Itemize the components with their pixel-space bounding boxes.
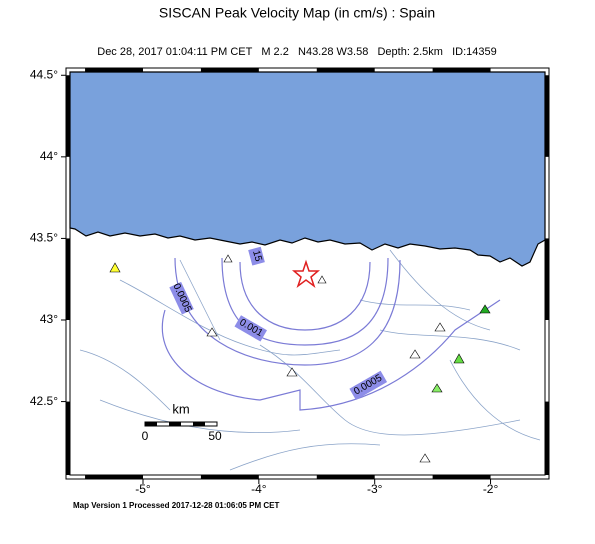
sea: [69, 71, 546, 267]
frame-stripe: [66, 238, 70, 320]
frame-stripe: [66, 401, 70, 475]
scale-bar: km 0 50: [142, 401, 222, 443]
frame-stripe: [66, 75, 70, 157]
scale-unit: km: [172, 401, 189, 416]
graticule: -5° -4° -3° -2° 44.5° 44° 43.5° 43° 42.5°: [30, 67, 549, 496]
frame-stripe: [545, 401, 549, 475]
frame-stripe: [545, 75, 549, 157]
map-area: 0.0005 0.001 15 0.0005 km 0 50: [65, 67, 550, 480]
y-tick-label: 44°: [40, 149, 58, 163]
frame-stripe: [432, 68, 491, 72]
x-tick-label: -4°: [251, 482, 267, 496]
scale-label: 0: [142, 429, 149, 443]
stations: [109, 254, 491, 463]
contours: [161, 257, 501, 411]
frame-stripe: [200, 68, 259, 72]
frame-stripe: [316, 68, 375, 72]
y-tick-label: 43.5°: [30, 231, 58, 245]
x-tick-label: -3°: [367, 482, 383, 496]
frame-stripe: [85, 68, 143, 72]
frame-stripe: [85, 475, 143, 479]
epicenter: [291, 259, 321, 289]
frame-stripe: [316, 475, 375, 479]
frame-stripe: [545, 238, 549, 320]
map-title: SISCAN Peak Velocity Map (in cm/s) : Spa…: [159, 5, 435, 21]
x-tick-label: -2°: [483, 482, 499, 496]
map-subtitle: Dec 28, 2017 01:04:11 PM CET M 2.2 N43.2…: [97, 46, 496, 58]
y-tick-label: 43°: [40, 312, 58, 326]
scale-label: 50: [208, 429, 222, 443]
contour-label: 15: [250, 249, 264, 263]
x-tick-label: -5°: [135, 482, 151, 496]
footer: Map Version 1 Processed 2017-12-28 01:06…: [73, 501, 279, 510]
rivers: [79, 249, 541, 471]
y-tick-label: 44.5°: [30, 67, 58, 81]
frame-stripe: [432, 475, 491, 479]
frame-stripe: [200, 475, 259, 479]
y-tick-label: 42.5°: [30, 394, 58, 408]
